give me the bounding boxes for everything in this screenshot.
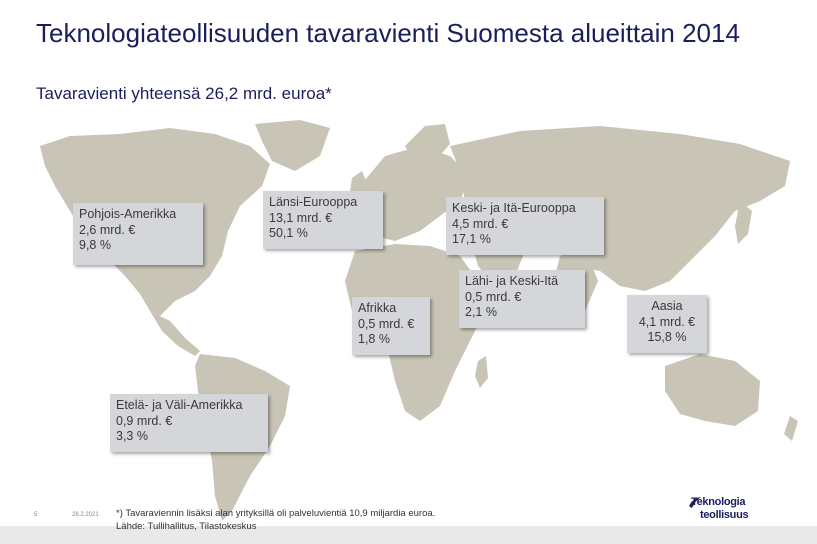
region-share: 3,3 % xyxy=(116,429,148,443)
region-name: Keski- ja Itä-Eurooppa xyxy=(452,201,576,215)
region-box-western-europe: Länsi-Eurooppa 13,1 mrd. € 50,1 % xyxy=(263,191,383,249)
footer-date: 28.2.2021 xyxy=(72,512,99,518)
region-name: Afrikka xyxy=(358,301,397,315)
region-share: 1,8 % xyxy=(358,332,390,346)
footnote: *) Tavaraviennin lisäksi alan yrityksill… xyxy=(116,507,435,533)
region-share: 9,8 % xyxy=(79,238,111,252)
landmass-japan xyxy=(735,201,752,244)
region-name: Pohjois-Amerikka xyxy=(79,207,177,221)
landmass-europe xyxy=(360,146,470,241)
footnote-text: *) Tavaraviennin lisäksi alan yrityksill… xyxy=(116,508,436,519)
page-number: 5 xyxy=(34,512,38,518)
region-name: Aasia xyxy=(651,299,683,313)
region-box-north-america: Pohjois-Amerikka 2,6 mrd. € 9,8 % xyxy=(73,203,203,265)
region-amount: 4,1 mrd. € xyxy=(638,314,696,329)
region-share: 17,1 % xyxy=(452,232,491,246)
region-box-central-eastern-europe: Keski- ja Itä-Eurooppa 4,5 mrd. € 17,1 % xyxy=(446,197,604,255)
region-amount: 13,1 mrd. € xyxy=(269,210,333,225)
region-box-middle-east: Lähi- ja Keski-Itä 0,5 mrd. € 2,1 % xyxy=(459,270,585,328)
logo-swoosh-icon xyxy=(689,497,701,508)
region-share: 15,8 % xyxy=(647,330,687,344)
landmass-scandinavia xyxy=(405,124,450,164)
landmass-new-zealand xyxy=(784,416,798,441)
landmass-asia xyxy=(450,126,790,291)
region-name: Etelä- ja Väli-Amerikka xyxy=(116,398,243,412)
region-share: 2,1 % xyxy=(465,305,497,319)
region-amount: 0,9 mrd. € xyxy=(116,413,173,428)
region-amount: 2,6 mrd. € xyxy=(79,222,136,237)
logo-line-1: Teknologia xyxy=(691,496,746,508)
region-share: 50,1 % xyxy=(269,226,308,240)
slide-footer: 5 28.2.2021 *) Tavaraviennin lisäksi ala… xyxy=(0,490,817,544)
region-box-asia: Aasia 4,1 mrd. € 15,8 % xyxy=(627,295,707,353)
region-box-latin-america: Etelä- ja Väli-Amerikka 0,9 mrd. € 3,3 % xyxy=(110,394,268,452)
region-amount: 0,5 mrd. € xyxy=(465,289,522,304)
region-box-africa: Afrikka 0,5 mrd. € 1,8 % xyxy=(352,297,430,355)
source-text: Lähde: Tullihallitus, Tilastokeskus xyxy=(116,521,257,532)
landmass-madagascar xyxy=(475,356,488,388)
slide-subtitle: Tavaravienti yhteensä 26,2 mrd. euroa* xyxy=(36,84,332,103)
landmass-central-america xyxy=(150,311,200,356)
region-amount: 4,5 mrd. € xyxy=(452,216,509,231)
slide-title: Teknologiateollisuuden tavaravienti Suom… xyxy=(36,18,740,48)
logo-line-2: teollisuus xyxy=(700,509,749,521)
landmass-australia xyxy=(665,354,760,426)
region-name: Lähi- ja Keski-Itä xyxy=(465,274,559,288)
region-name: Länsi-Eurooppa xyxy=(269,195,358,209)
region-amount: 0,5 mrd. € xyxy=(358,316,415,331)
world-map-area: Pohjois-Amerikka 2,6 mrd. € 9,8 % Länsi-… xyxy=(0,116,817,526)
landmass-greenland xyxy=(255,120,330,171)
teknologiateollisuus-logo: Teknologia teollisuus xyxy=(688,496,788,522)
slide-header: Teknologiateollisuuden tavaravienti Suom… xyxy=(0,0,817,116)
